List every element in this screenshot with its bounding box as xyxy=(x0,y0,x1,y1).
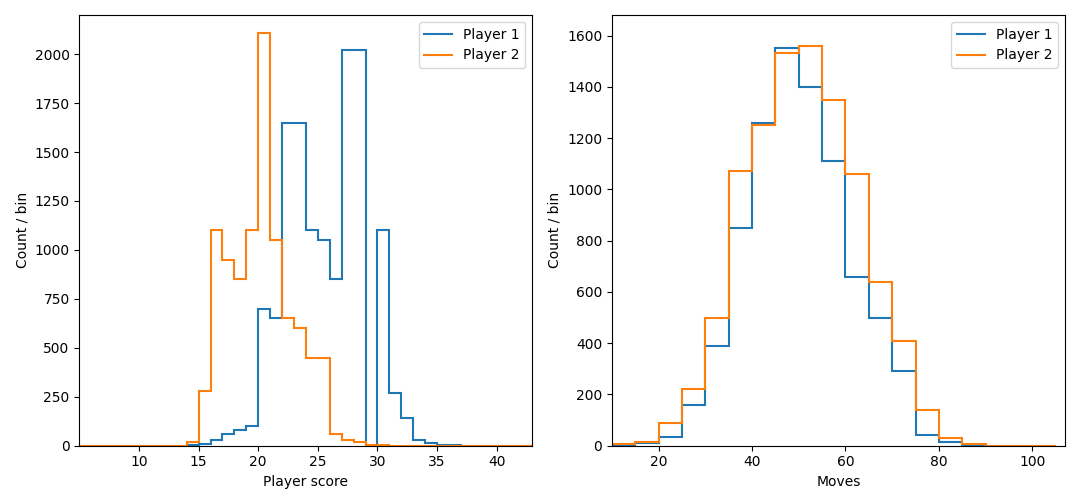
Legend: Player 1, Player 2: Player 1, Player 2 xyxy=(951,22,1058,68)
Legend: Player 1, Player 2: Player 1, Player 2 xyxy=(419,22,526,68)
Y-axis label: Count / bin: Count / bin xyxy=(15,193,29,269)
Y-axis label: Count / bin: Count / bin xyxy=(548,193,562,269)
X-axis label: Player score: Player score xyxy=(264,475,349,489)
X-axis label: Moves: Moves xyxy=(816,475,861,489)
